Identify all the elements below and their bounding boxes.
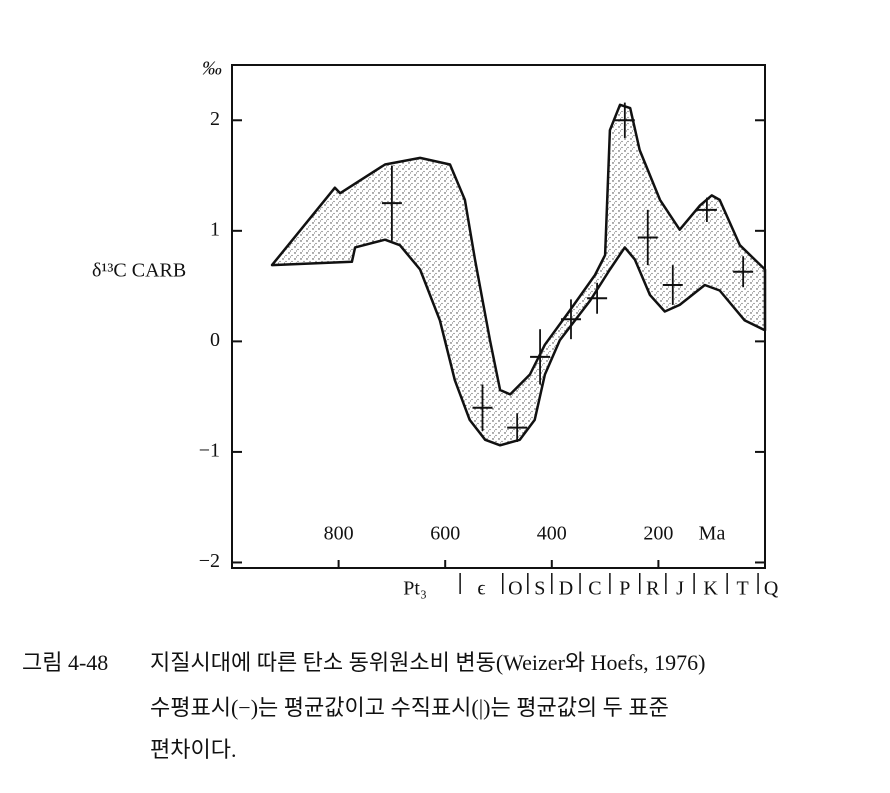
caption-line: 수평표시(−)는 평균값이고 수직표시(|)는 평균값의 두 표준 [150,695,669,720]
period-label: R [646,578,660,600]
period-label: Pt₃ [403,578,427,600]
period-label: C [588,578,601,600]
y-axis-label: δ¹³C CARB [92,260,186,282]
band [270,103,767,447]
x-tick-label: 400 [537,523,567,545]
x-axis-label: Ma [699,523,726,545]
y-tick-label: 0 [210,329,220,351]
period-label: ϵ [477,578,485,600]
period-label: O [508,578,522,600]
plot-frame [231,64,766,569]
y-tick-label: 1 [210,218,220,240]
y-tick-label: 2 [210,108,220,130]
period-label: J [676,578,684,600]
period-label: P [619,578,630,600]
period-label: T [737,578,749,600]
y-tick-label: −1 [199,440,220,462]
x-tick-label: 200 [643,523,673,545]
period-label: D [559,578,573,600]
caption-line: 편차이다. [150,737,236,762]
x-tick-label: 800 [324,523,354,545]
period-label: S [534,578,545,600]
x-tick-label: 600 [430,523,460,545]
y-tick-label: −2 [199,550,220,572]
period-label: K [703,578,718,600]
caption-label: 그림 4-48 [22,650,108,675]
y-unit: ‰ [202,58,222,80]
caption-line: 지질시대에 따른 탄소 동위원소비 변동(Weizer와 Hoefs, 1976… [150,650,706,675]
period-label: Q [764,578,779,600]
